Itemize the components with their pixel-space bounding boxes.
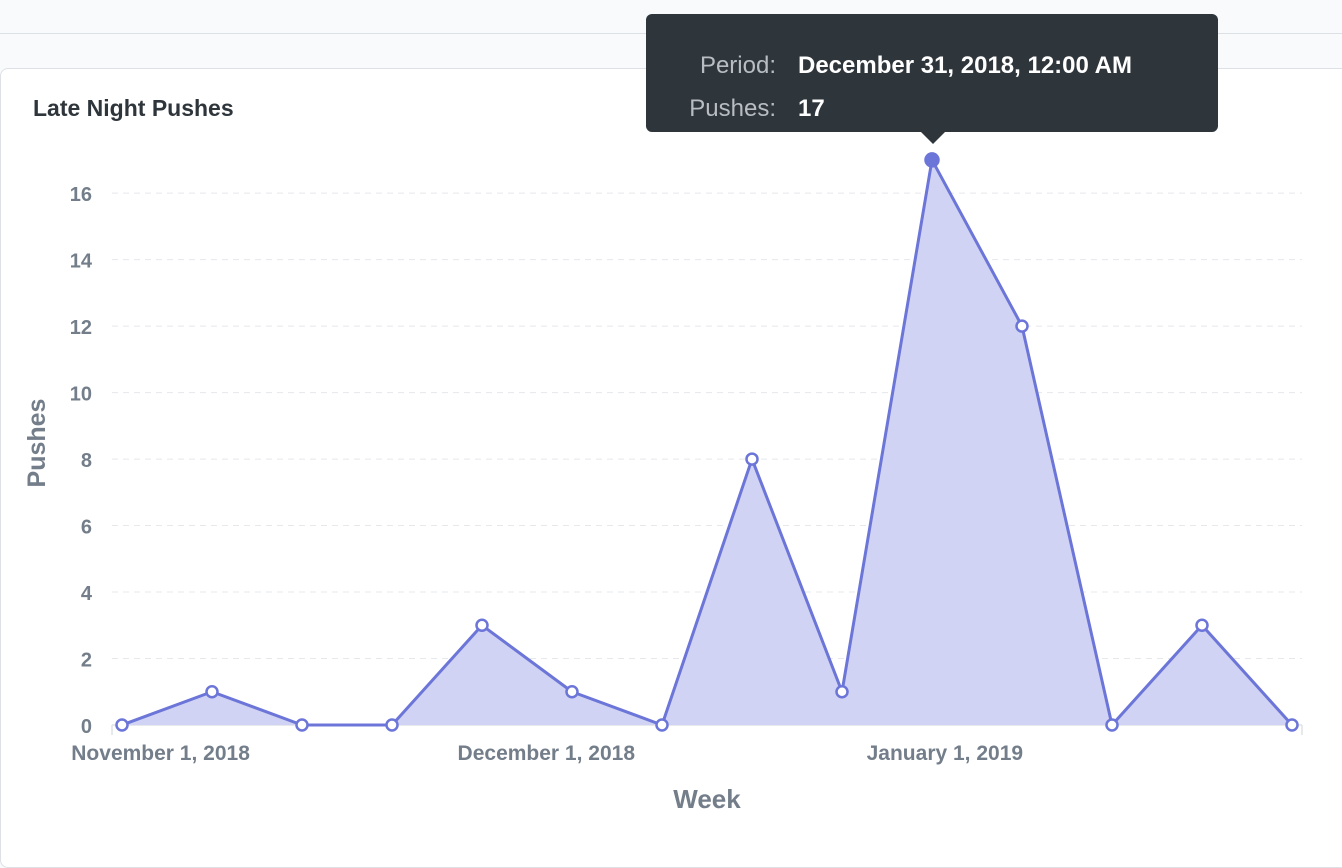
y-tick-label: 14 [70, 251, 93, 273]
y-tick-label: 16 [70, 184, 92, 206]
y-axis-label: Pushes [23, 399, 51, 488]
y-tick-label: 0 [81, 716, 92, 738]
x-tick-label: December 1, 2018 [458, 742, 636, 765]
chart-card [0, 68, 1342, 868]
data-point[interactable] [205, 685, 219, 699]
data-point-highlighted[interactable] [924, 152, 940, 168]
data-point[interactable] [295, 718, 309, 732]
data-point[interactable] [475, 618, 489, 633]
x-tick-label: November 1, 2018 [71, 742, 250, 765]
y-tick-label: 12 [70, 317, 92, 339]
y-tick-label: 2 [81, 650, 92, 672]
y-tick-label: 6 [81, 517, 92, 539]
data-point[interactable] [565, 685, 579, 699]
data-point[interactable] [1015, 319, 1029, 333]
y-tick-label: 4 [81, 583, 93, 605]
data-point[interactable] [385, 718, 399, 732]
data-point[interactable] [655, 718, 669, 732]
x-axis-label: Week [673, 784, 741, 814]
series-line [121, 158, 1294, 727]
data-point[interactable] [745, 452, 759, 466]
y-tick-label: 8 [81, 450, 92, 472]
tooltip-period-label: Period: [699, 52, 776, 79]
y-tick-label: 10 [70, 384, 92, 406]
data-point[interactable] [1195, 618, 1209, 633]
tooltip-pushes-label: Pushes: [689, 95, 776, 122]
chart-title: Late Night Pushes [33, 95, 234, 121]
tooltip-period-value: December 31, 2018, 12:00 AM [798, 52, 1132, 79]
x-tick-label: January 1, 2019 [867, 742, 1023, 765]
data-point[interactable] [1105, 718, 1119, 732]
data-point[interactable] [835, 685, 849, 699]
data-point[interactable] [115, 718, 129, 732]
line-area-chart: 0 2 4 6 8 10 12 14 16 November 1, 2018 December 1… [23, 152, 1303, 814]
data-tooltip: Period: December 31, 2018, 12:00 AM Push… [646, 14, 1218, 144]
data-point[interactable] [1285, 718, 1299, 732]
series-area-fill [122, 159, 1292, 726]
tooltip-pushes-value: 17 [798, 95, 825, 122]
